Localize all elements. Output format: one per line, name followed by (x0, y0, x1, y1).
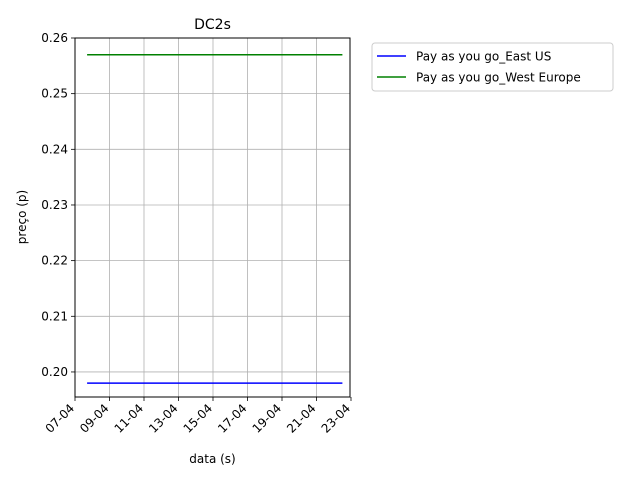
legend: Pay as you go_East US Pay as you go_West… (371, 42, 614, 92)
series-lines (87, 53, 343, 384)
y-axis-title: preço (p) (15, 190, 29, 244)
y-tick-label: 0.22 (41, 254, 68, 268)
y-tick-label: 0.24 (41, 142, 68, 156)
y-tick-label: 0.21 (41, 309, 68, 323)
y-tick-label: 0.20 (41, 365, 68, 379)
plot-frame (74, 37, 351, 398)
y-tick-label: 0.23 (41, 198, 68, 212)
legend-box (371, 42, 614, 92)
x-axis-title: data (s) (189, 452, 235, 466)
y-tick-label: 0.25 (41, 87, 68, 101)
grid-lines (75, 38, 350, 397)
chart-title: DC2s (194, 17, 231, 33)
y-tick-label: 0.26 (41, 31, 68, 45)
y-axis: 0.20 0.21 0.22 0.23 0.24 0.25 0.26 (41, 31, 75, 379)
legend-label-east-us: Pay as you go_East US (416, 50, 551, 64)
legend-label-west-europe: Pay as you go_West Europe (416, 71, 581, 85)
